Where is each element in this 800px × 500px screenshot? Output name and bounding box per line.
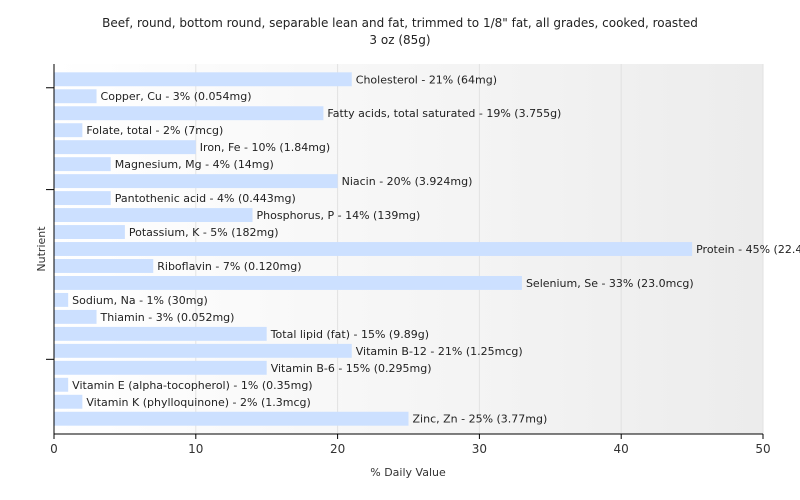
- x-axis-label: % Daily Value: [370, 466, 446, 479]
- bar: [54, 106, 324, 121]
- bar: [54, 309, 97, 324]
- bar: [54, 157, 111, 172]
- bars: Cholesterol - 21% (64mg) Copper, Cu - 3% …: [54, 72, 800, 426]
- bar-label: Pantothenic acid - 4% (0.443mg): [115, 192, 296, 205]
- bar: [54, 89, 97, 104]
- bar: [54, 394, 83, 409]
- bar-label: Sodium, Na - 1% (30mg): [72, 294, 208, 307]
- bar: [54, 326, 267, 341]
- bar-label: Protein - 45% (22.45g): [696, 243, 800, 256]
- bar: [54, 360, 267, 375]
- bar-label: Potassium, K - 5% (182mg): [129, 226, 279, 239]
- bar-label: Vitamin B-12 - 21% (1.25mcg): [356, 345, 523, 358]
- bar-label: Selenium, Se - 33% (23.0mcg): [526, 277, 694, 290]
- bar: [54, 208, 253, 223]
- x-tick-label: 40: [614, 442, 629, 456]
- bar: [54, 242, 693, 256]
- bar: [54, 174, 338, 189]
- bar-label: Iron, Fe - 10% (1.84mg): [200, 141, 330, 154]
- bar: [54, 225, 125, 239]
- bar: [54, 411, 409, 426]
- chart-title: Beef, round, bottom round, separable lea…: [102, 16, 698, 30]
- x-tick-labels: 0 10 20 30 40 50: [50, 434, 771, 456]
- bar: [54, 140, 196, 155]
- bar: [54, 377, 69, 392]
- x-tick-label: 0: [50, 442, 58, 456]
- x-tick-label: 20: [330, 442, 345, 456]
- bar-label: Fatty acids, total saturated - 19% (3.75…: [327, 107, 561, 120]
- bar: [54, 72, 352, 87]
- bar-label: Vitamin B-6 - 15% (0.295mg): [271, 362, 432, 375]
- bar-label: Vitamin K (phylloquinone) - 2% (1.3mcg): [86, 396, 310, 409]
- bar: [54, 259, 154, 273]
- bar-label: Folate, total - 2% (7mcg): [86, 124, 223, 137]
- axes: [46, 64, 763, 435]
- bar-label: Copper, Cu - 3% (0.054mg): [101, 90, 252, 103]
- bar: [54, 191, 111, 206]
- bar-label: Riboflavin - 7% (0.120mg): [157, 260, 301, 273]
- bar-label: Thiamin - 3% (0.052mg): [100, 311, 235, 324]
- bar-label: Magnesium, Mg - 4% (14mg): [115, 158, 274, 171]
- chart-subtitle: 3 oz (85g): [369, 33, 431, 47]
- bar-label: Niacin - 20% (3.924mg): [342, 175, 473, 188]
- bar-label: Cholesterol - 21% (64mg): [356, 73, 497, 86]
- bar-label: Phosphorus, P - 14% (139mg): [257, 209, 421, 222]
- bar: [54, 292, 69, 307]
- bar-label: Vitamin E (alpha-tocopherol) - 1% (0.35m…: [72, 379, 312, 392]
- bar: [54, 343, 352, 358]
- bar-label: Zinc, Zn - 25% (3.77mg): [413, 413, 548, 426]
- x-tick-label: 10: [188, 442, 203, 456]
- x-tick-label: 50: [755, 442, 770, 456]
- bar: [54, 123, 83, 138]
- bar: [54, 275, 522, 290]
- y-axis-label: Nutrient: [35, 226, 48, 272]
- bar-label: Total lipid (fat) - 15% (9.89g): [270, 328, 429, 341]
- x-tick-label: 30: [472, 442, 487, 456]
